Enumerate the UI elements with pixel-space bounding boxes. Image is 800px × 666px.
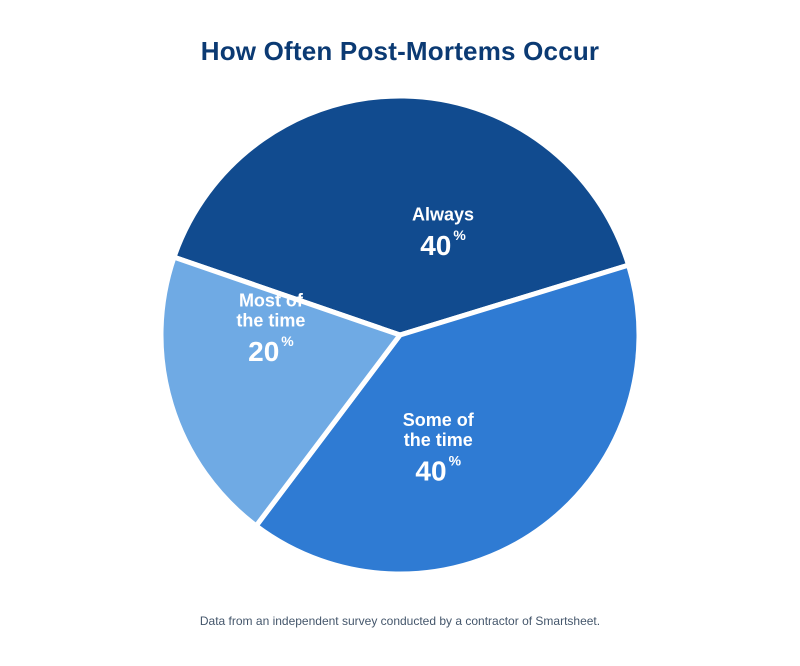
chart-caption: Data from an independent survey conducte…	[0, 614, 800, 628]
chart-title: How Often Post-Mortems Occur	[0, 36, 800, 67]
pie-chart: Always40%Some ofthe time40%Most ofthe ti…	[161, 96, 639, 574]
